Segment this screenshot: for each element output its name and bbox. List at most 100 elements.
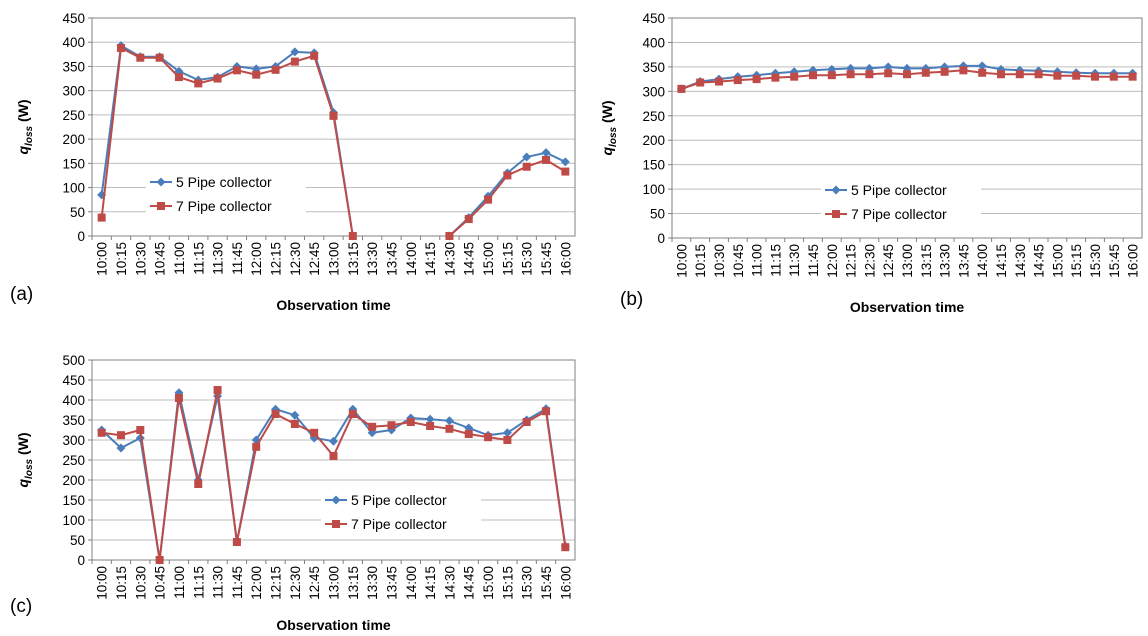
legend-label: 5 Pipe collector bbox=[351, 492, 447, 508]
marker bbox=[329, 436, 338, 446]
x-tick-label: 14:15 bbox=[423, 242, 438, 276]
y-axis-subscript: loss bbox=[24, 458, 35, 478]
panel-label: (c) bbox=[10, 596, 32, 617]
legend-label: 5 Pipe collector bbox=[176, 174, 272, 190]
y-axis-unit: (W) bbox=[15, 99, 31, 122]
x-tick-label: 14:30 bbox=[1013, 244, 1028, 278]
marker bbox=[503, 436, 512, 444]
x-tick-label: 13:30 bbox=[938, 244, 953, 278]
x-tick-label: 11:45 bbox=[230, 566, 245, 599]
x-tick-label: 13:00 bbox=[900, 244, 915, 278]
marker bbox=[1034, 70, 1043, 79]
chart: 0 50 100 150 200 250 300 350 400 450 10:00 10:15 10:… bbox=[10, 11, 576, 313]
y-axis-symbol: q bbox=[599, 147, 615, 156]
x-tick-label: 14:15 bbox=[994, 244, 1009, 278]
y-axis-title: qloss (W) bbox=[599, 100, 619, 155]
x-tick-label: 11:15 bbox=[191, 566, 206, 599]
y-axis-title: qloss (W) bbox=[15, 99, 35, 154]
marker bbox=[444, 416, 454, 426]
legend-box bbox=[821, 178, 981, 226]
x-tick-label: 13:45 bbox=[956, 244, 971, 278]
x-tick-label: 13:45 bbox=[384, 566, 399, 600]
legend-label: 7 Pipe collector bbox=[176, 198, 272, 214]
x-tick-label: 15:00 bbox=[481, 242, 496, 276]
x-tick-label: 13:15 bbox=[346, 242, 361, 276]
x-tick-label: 10:15 bbox=[114, 566, 129, 600]
y-tick-label: 400 bbox=[62, 393, 85, 408]
y-tick-label: 300 bbox=[62, 84, 85, 99]
marker bbox=[1053, 71, 1062, 80]
legend-label: 7 Pipe collector bbox=[351, 516, 447, 532]
marker bbox=[464, 430, 473, 438]
x-tick-label: 13:15 bbox=[919, 244, 934, 278]
marker bbox=[832, 210, 840, 218]
marker bbox=[715, 77, 723, 86]
y-tick-label: 300 bbox=[62, 433, 85, 448]
marker bbox=[97, 213, 106, 222]
x-tick-label: 10:00 bbox=[95, 566, 110, 600]
x-tick-label: 15:15 bbox=[500, 242, 515, 276]
marker bbox=[1015, 70, 1024, 79]
marker bbox=[542, 155, 551, 164]
x-tick-label: 13:30 bbox=[365, 566, 380, 600]
y-tick-label: 250 bbox=[62, 108, 85, 123]
y-tick-label: 0 bbox=[77, 553, 85, 568]
x-tick-label: 11:45 bbox=[806, 244, 821, 277]
x-axis-title: Observation time bbox=[276, 617, 391, 633]
marker bbox=[97, 428, 106, 437]
x-tick-label: 10:45 bbox=[153, 242, 168, 276]
marker bbox=[522, 162, 531, 171]
marker bbox=[827, 71, 836, 80]
marker bbox=[348, 232, 357, 240]
marker bbox=[290, 47, 300, 57]
marker bbox=[387, 421, 396, 430]
x-tick-label: 13:00 bbox=[327, 242, 342, 276]
marker bbox=[232, 538, 241, 546]
x-tick-label: 14:00 bbox=[975, 244, 990, 278]
y-tick-label: 50 bbox=[650, 207, 665, 222]
marker bbox=[310, 51, 319, 60]
x-tick-label: 10:30 bbox=[133, 566, 148, 600]
y-tick-label: 400 bbox=[642, 35, 665, 50]
marker bbox=[445, 424, 454, 433]
x-tick-label: 12:45 bbox=[881, 244, 896, 278]
y-tick-label: 400 bbox=[62, 35, 85, 50]
x-tick-label: 11:30 bbox=[211, 242, 226, 275]
x-tick-label: 15:45 bbox=[1107, 244, 1122, 278]
x-tick-label: 12:15 bbox=[269, 566, 284, 600]
y-tick-label: 350 bbox=[62, 413, 85, 428]
chart: 0 50 100 150 200 250 300 350 400 450 10:00 10:15 10:… bbox=[599, 11, 1143, 315]
marker bbox=[368, 422, 377, 431]
x-tick-label: 15:15 bbox=[1069, 244, 1084, 278]
x-tick-label: 15:45 bbox=[539, 242, 554, 276]
y-axis-unit: (W) bbox=[599, 100, 615, 123]
x-tick-label: 12:30 bbox=[288, 566, 303, 600]
x-tick-label: 13:30 bbox=[365, 242, 380, 276]
x-tick-label: 12:30 bbox=[862, 244, 877, 278]
x-tick-label: 11:00 bbox=[172, 566, 187, 599]
y-tick-label: 200 bbox=[642, 133, 665, 148]
marker bbox=[136, 53, 145, 62]
x-tick-label: 11:00 bbox=[750, 244, 765, 277]
x-tick-label: 11:30 bbox=[211, 566, 226, 599]
y-tick-label: 200 bbox=[62, 473, 85, 488]
marker bbox=[194, 480, 203, 488]
marker bbox=[541, 148, 551, 158]
x-tick-label: 12:45 bbox=[307, 242, 322, 276]
y-tick-label: 0 bbox=[77, 229, 85, 244]
x-tick-label: 14:15 bbox=[423, 566, 438, 600]
y-tick-label: 250 bbox=[62, 453, 85, 468]
marker bbox=[561, 543, 570, 552]
legend-label: 7 Pipe collector bbox=[851, 206, 947, 222]
x-tick-label: 15:30 bbox=[520, 566, 535, 600]
marker bbox=[116, 443, 126, 453]
marker bbox=[940, 67, 949, 76]
marker bbox=[978, 68, 987, 77]
x-tick-label: 15:30 bbox=[520, 242, 535, 276]
marker bbox=[213, 386, 222, 394]
x-tick-label: 11:00 bbox=[172, 242, 187, 275]
marker bbox=[865, 70, 874, 79]
marker bbox=[116, 431, 125, 440]
y-tick-label: 450 bbox=[62, 373, 85, 388]
marker bbox=[561, 167, 570, 176]
